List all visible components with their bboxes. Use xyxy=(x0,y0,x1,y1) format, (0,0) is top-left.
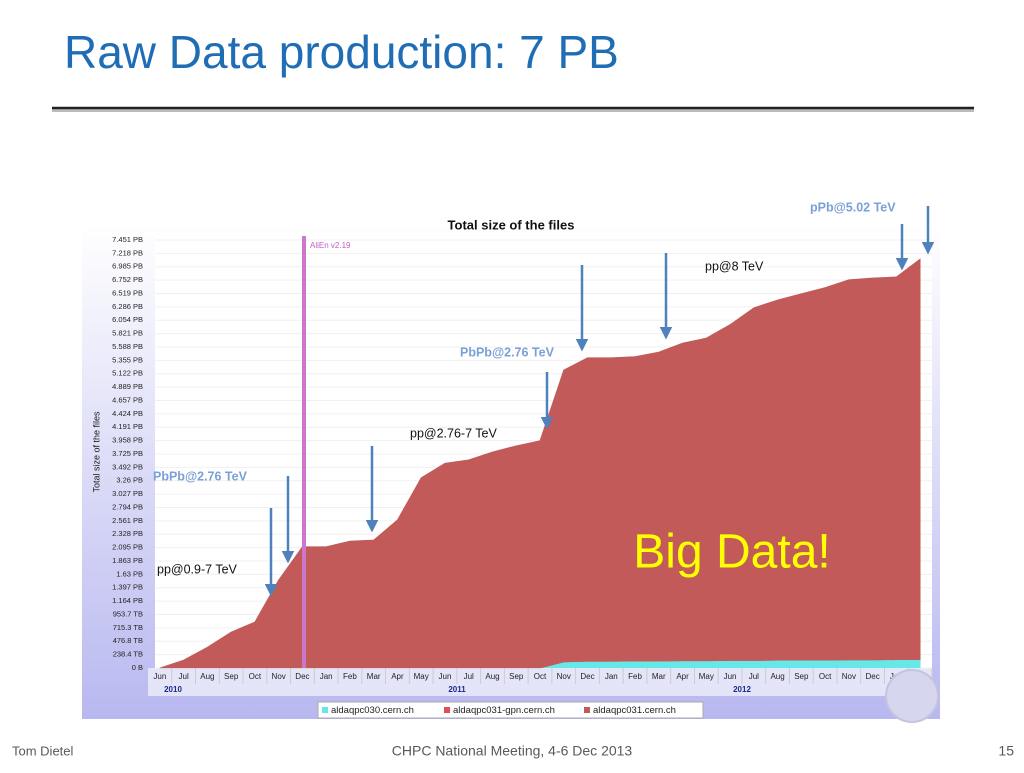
y-tick-label: 4.191 PB xyxy=(112,422,143,431)
y-tick-label: 1.397 PB xyxy=(112,583,143,592)
annotation-label: PbPb@2.76 TeV xyxy=(460,345,555,359)
x-tick-label: Dec xyxy=(295,672,309,681)
year-label: 2010 xyxy=(164,685,182,694)
y-tick-label: 3.725 PB xyxy=(112,449,143,458)
x-tick-label: Nov xyxy=(557,672,571,681)
legend-label: aldaqpc031.cern.ch xyxy=(593,705,676,716)
x-tick-label: Oct xyxy=(819,672,832,681)
x-tick-label: Feb xyxy=(343,672,357,681)
year-label: 2011 xyxy=(448,685,466,694)
x-tick-label: Sep xyxy=(509,672,524,681)
y-axis-label: Total size of the files xyxy=(91,411,101,493)
x-tick-label: Feb xyxy=(628,672,642,681)
legend-label: aldaqpc030.cern.ch xyxy=(331,705,414,716)
y-tick-label: 1.63 PB xyxy=(116,569,143,578)
annotation-label: PbPb@2.76 TeV xyxy=(153,469,248,483)
y-tick-label: 953.7 TB xyxy=(113,609,143,618)
y-tick-label: 7.218 PB xyxy=(112,248,143,257)
y-tick-label: 715.3 TB xyxy=(113,623,143,632)
y-tick-label: 6.752 PB xyxy=(112,275,143,284)
y-tick-label: 4.424 PB xyxy=(112,409,143,418)
y-tick-label: 5.122 PB xyxy=(112,369,143,378)
legend-swatch xyxy=(584,707,590,713)
x-tick-label: Sep xyxy=(224,672,239,681)
x-tick-label: Dec xyxy=(865,672,879,681)
y-tick-label: 2.095 PB xyxy=(112,543,143,552)
y-tick-label: 7.451 PB xyxy=(112,235,143,244)
y-tick-label: 238.4 TB xyxy=(113,650,143,659)
y-tick-label: 4.657 PB xyxy=(112,395,143,404)
y-tick-label: 3.958 PB xyxy=(112,436,143,445)
page-number: 15 xyxy=(998,743,1014,759)
y-tick-label: 3.492 PB xyxy=(112,462,143,471)
x-tick-label: Mar xyxy=(652,672,666,681)
footer-left: Tom Dietel xyxy=(12,743,74,758)
x-tick-label: Apr xyxy=(391,672,404,681)
callout: Big Data! xyxy=(633,526,830,579)
y-tick-label: 3.26 PB xyxy=(116,476,143,485)
x-tick-label: Jul xyxy=(749,672,759,681)
x-tick-label: Aug xyxy=(200,672,214,681)
x-tick-label: Jun xyxy=(724,672,737,681)
x-tick-label: Sep xyxy=(794,672,809,681)
x-tick-label: Oct xyxy=(534,672,547,681)
annotation-label: pp@8 TeV xyxy=(705,259,764,273)
x-tick-label: Mar xyxy=(367,672,381,681)
y-tick-label: 6.286 PB xyxy=(112,302,143,311)
y-tick-label: 2.794 PB xyxy=(112,502,143,511)
annotation-label: pp@2.76-7 TeV xyxy=(410,426,497,440)
chart: 0 B 238.4 TB 476.8 TB 715.3 TB 953.7 TB 1.164… xyxy=(91,217,933,719)
x-tick-label: Dec xyxy=(580,672,594,681)
y-tick-label: 2.561 PB xyxy=(112,516,143,525)
y-tick-label: 4.889 PB xyxy=(112,382,143,391)
x-tick-label: Aug xyxy=(485,672,499,681)
legend-swatch xyxy=(322,707,328,713)
y-tick-label: 5.821 PB xyxy=(112,329,143,338)
legend-label: aldaqpc031-gpn.cern.ch xyxy=(453,705,555,716)
y-tick-label: 6.054 PB xyxy=(112,315,143,324)
y-tick-label: 476.8 TB xyxy=(113,636,143,645)
y-tick-label: 5.355 PB xyxy=(112,355,143,364)
x-axis-band xyxy=(148,668,932,696)
x-tick-label: Jul xyxy=(179,672,189,681)
legend-swatch xyxy=(444,707,450,713)
year-label: 2012 xyxy=(733,685,751,694)
annotation-label: pPb@5.02 TeV xyxy=(810,200,896,214)
y-tick-label: 2.328 PB xyxy=(112,529,143,538)
x-tick-label: Aug xyxy=(770,672,784,681)
y-tick-label: 1.164 PB xyxy=(112,596,143,605)
x-tick-label: Apr xyxy=(676,672,689,681)
legend-box xyxy=(317,701,704,719)
logo xyxy=(885,669,939,723)
y-tick-label: 0 B xyxy=(132,663,143,672)
y-tick-label: 1.863 PB xyxy=(112,556,143,565)
x-tick-label: Jan xyxy=(605,672,618,681)
x-tick-label: Jun xyxy=(439,672,452,681)
x-tick-label: May xyxy=(414,672,429,681)
x-tick-label: Oct xyxy=(249,672,262,681)
x-tick-label: Nov xyxy=(272,672,286,681)
x-tick-label: May xyxy=(699,672,714,681)
y-tick-label: 6.985 PB xyxy=(112,262,143,271)
release-marker xyxy=(302,236,306,668)
y-tick-label: 5.588 PB xyxy=(112,342,143,351)
slide-title: Raw Data production: 7 PB xyxy=(64,26,619,78)
y-tick-label: 6.519 PB xyxy=(112,288,143,297)
annotations: pPb@5.02 TeV pp@8 TeV PbPb@2.76 TeV pp@2.76… xyxy=(153,200,935,597)
x-tick-label: Jun xyxy=(153,672,166,681)
chart-title: Total size of the files xyxy=(448,217,575,232)
x-tick-label: Jan xyxy=(320,672,333,681)
release-label: AliEn v2.19 xyxy=(310,241,351,250)
footer-center: CHPC National Meeting, 4-6 Dec 2013 xyxy=(392,743,633,759)
x-tick-label: Nov xyxy=(842,672,856,681)
y-tick-label: 3.027 PB xyxy=(112,489,143,498)
annotation-label: pp@0.9-7 TeV xyxy=(157,562,238,576)
x-tick-label: Jul xyxy=(464,672,474,681)
legend: aldaqpc030.cern.ch aldaqpc031-gpn.cern.ch… xyxy=(317,701,704,719)
